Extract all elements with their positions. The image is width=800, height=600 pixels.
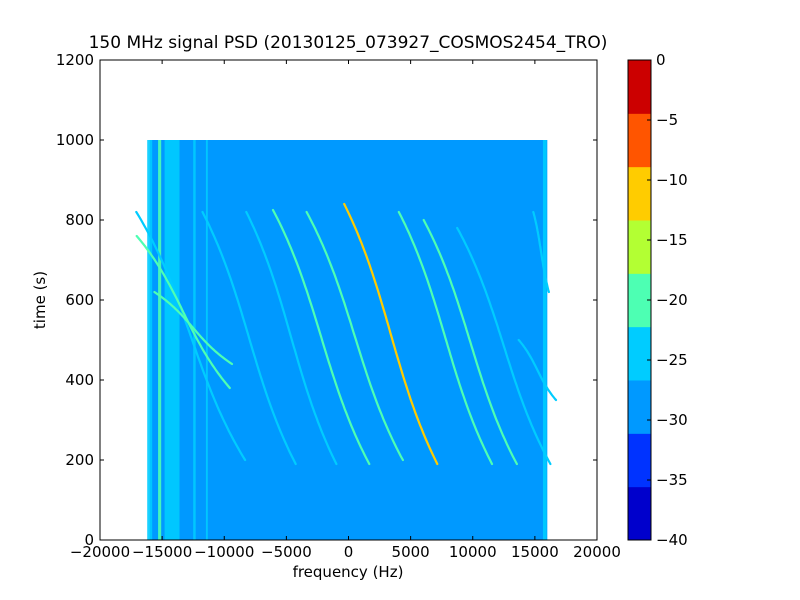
vertical-band xyxy=(164,140,180,540)
x-tick-label: 10000 xyxy=(449,543,497,561)
colorbar-segment xyxy=(628,220,651,274)
doppler-track xyxy=(397,210,494,466)
vertical-band xyxy=(193,140,196,540)
colorbar-tick-label: −40 xyxy=(656,531,688,549)
colorbar-tick-label: −10 xyxy=(656,171,688,189)
x-tick-label: −20000 xyxy=(70,543,130,561)
doppler-track xyxy=(135,210,247,462)
x-tick-label: 5000 xyxy=(392,543,430,561)
y-axis-label: time (s) xyxy=(31,271,49,329)
y-tick-label: 1200 xyxy=(56,51,94,69)
chart-title: 150 MHz signal PSD (20130125_073927_COSM… xyxy=(89,33,608,53)
doppler-track xyxy=(422,218,518,466)
doppler-track xyxy=(135,234,231,390)
colorbar-tick-label: 0 xyxy=(656,51,666,69)
doppler-track xyxy=(153,290,234,366)
y-tick-label: 200 xyxy=(65,451,94,469)
y-tick-label: 400 xyxy=(65,371,94,389)
colorbar-tick-label: −30 xyxy=(656,411,688,429)
colorbar-tick-label: −20 xyxy=(656,291,688,309)
x-tick-label: 20000 xyxy=(573,543,621,561)
vertical-band xyxy=(147,140,153,540)
y-tick-label: 800 xyxy=(65,211,94,229)
x-axis-ticks: −20000 −15000 −10000 −5000 0 5000 10000 15000 20… xyxy=(70,60,621,561)
vertical-band xyxy=(542,140,547,540)
colorbar-segment xyxy=(628,433,651,488)
vertical-band xyxy=(158,140,162,540)
colorbar-tick-label: −35 xyxy=(656,471,688,489)
doppler-track xyxy=(456,226,552,466)
colorbar-segment xyxy=(628,113,651,168)
y-axis-ticks: 0 200 400 600 800 1000 1200 xyxy=(56,51,597,549)
doppler-track xyxy=(517,338,558,402)
heatmap-background xyxy=(149,140,548,540)
doppler-track xyxy=(245,210,338,466)
doppler-track xyxy=(343,202,439,466)
colorbar: −40 −35 −30 −25 −20 −15 −10 −5 0 xyxy=(627,51,688,549)
heatmap-layer xyxy=(135,140,558,540)
y-tick-label: 1000 xyxy=(56,131,94,149)
colorbar-segment xyxy=(628,273,651,328)
colorbar-tick-label: −15 xyxy=(656,231,688,249)
doppler-track xyxy=(532,210,550,294)
y-tick-label: 0 xyxy=(84,531,94,549)
x-tick-label: 15000 xyxy=(511,543,559,561)
x-tick-label: −10000 xyxy=(194,543,254,561)
colorbar-segment xyxy=(628,486,651,541)
x-axis-label: frequency (Hz) xyxy=(293,563,404,581)
colorbar-segment xyxy=(628,380,651,434)
x-tick-label: −15000 xyxy=(132,543,192,561)
y-tick-label: 600 xyxy=(65,291,94,309)
colorbar-tick-label: −25 xyxy=(656,351,688,369)
colorbar-segment xyxy=(628,326,651,381)
colorbar-segment xyxy=(628,166,651,221)
doppler-track xyxy=(271,208,371,466)
x-tick-label: 0 xyxy=(344,543,354,561)
doppler-track xyxy=(305,210,404,462)
colorbar-tick-label: −5 xyxy=(656,111,678,129)
vertical-band xyxy=(205,140,208,540)
colorbar-segment xyxy=(628,60,651,114)
x-tick-label: −5000 xyxy=(261,543,312,561)
doppler-track xyxy=(201,210,297,466)
